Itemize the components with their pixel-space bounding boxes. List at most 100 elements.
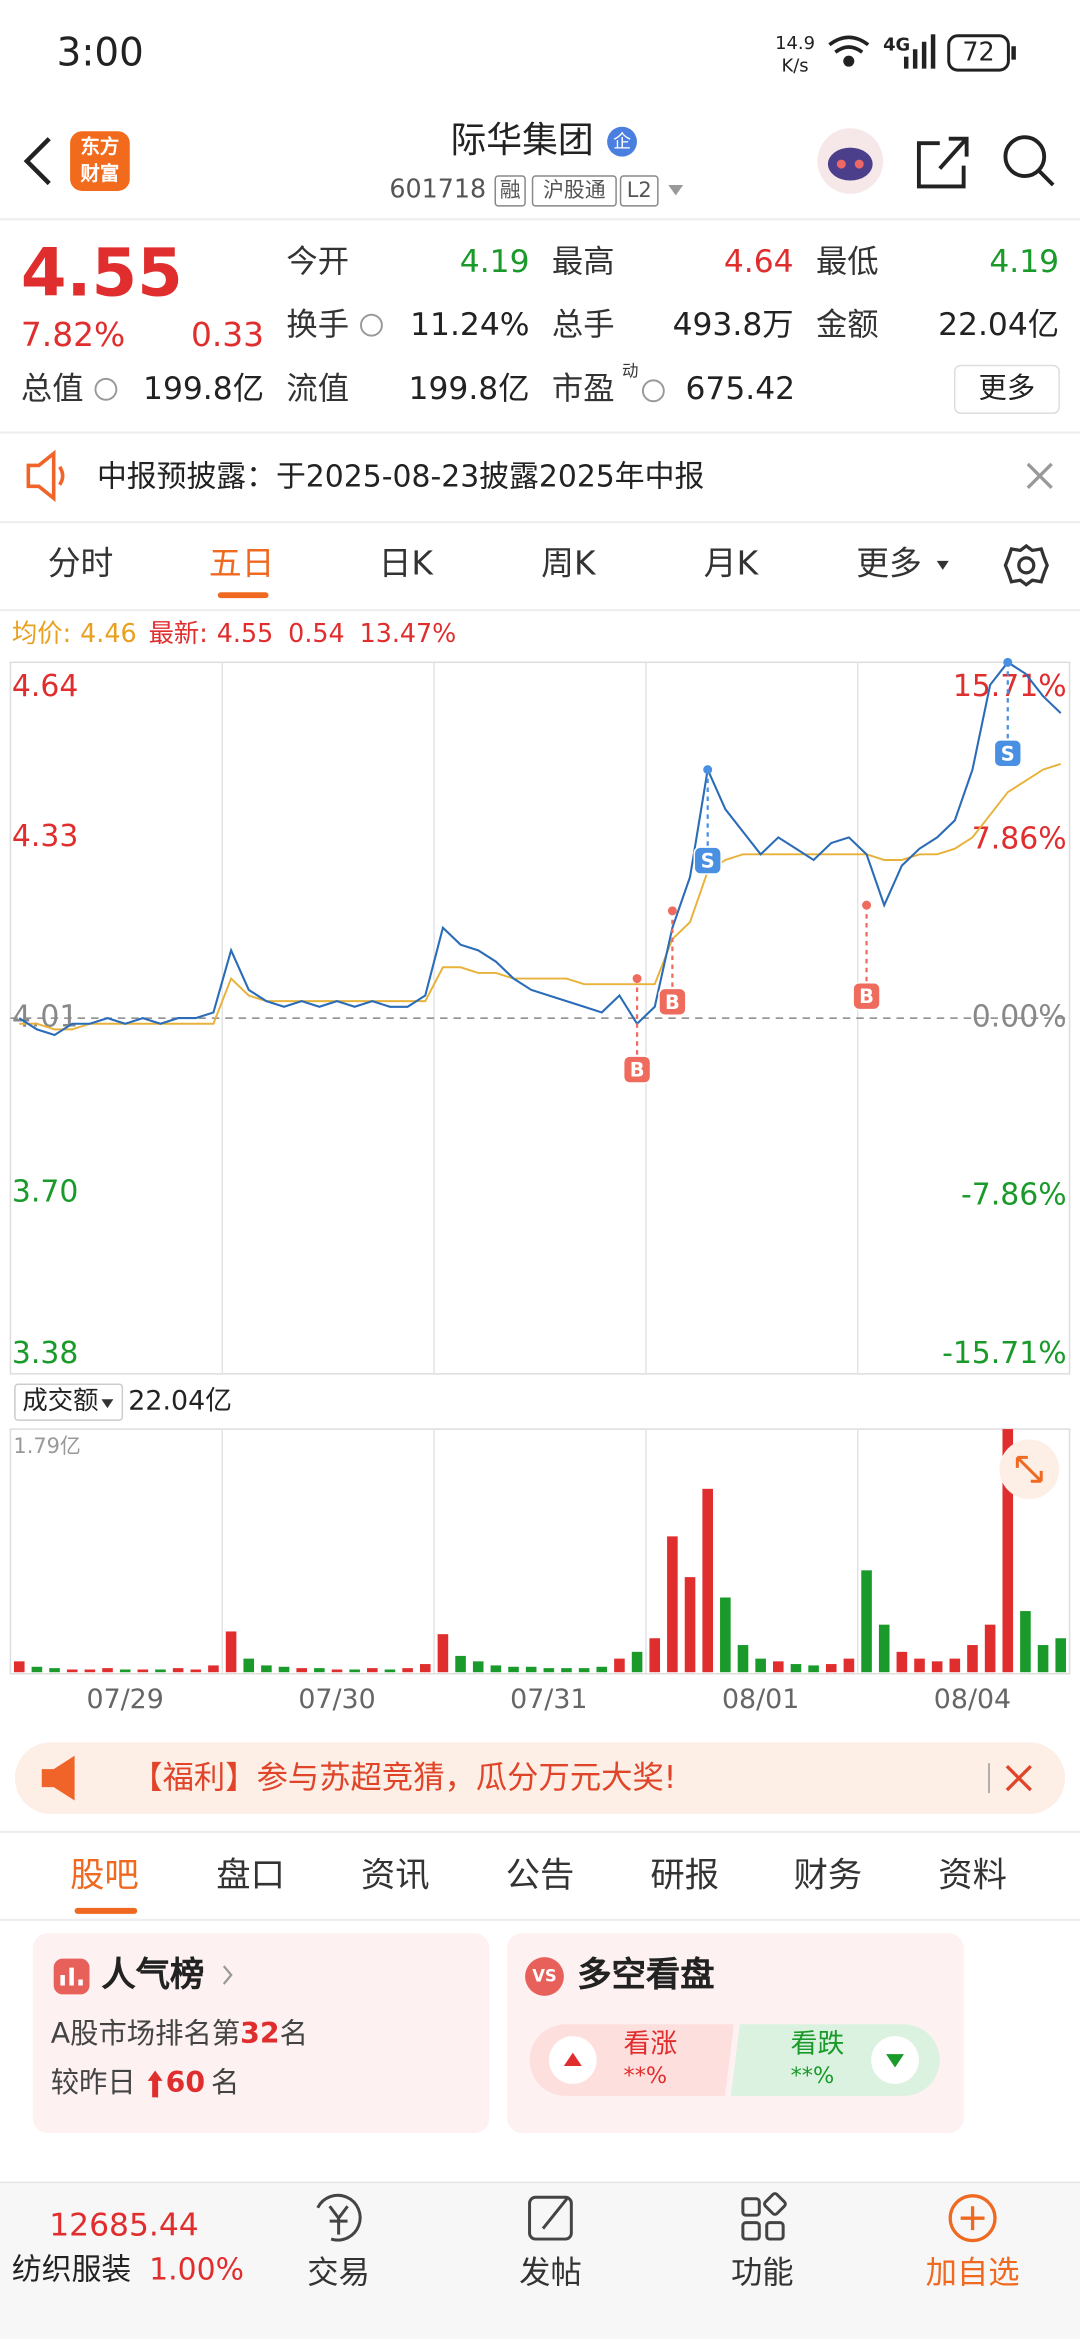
vs-text: VS [532, 1966, 557, 1987]
section-tab[interactable]: 研报 [650, 1856, 720, 1896]
settings-button[interactable] [1003, 543, 1049, 587]
volume-bar [931, 1661, 943, 1673]
popularity-card[interactable] [32, 1933, 490, 2134]
volume-bar [1002, 1429, 1014, 1673]
field-label: 最低 [815, 243, 879, 280]
expand-button[interactable] [999, 1439, 1060, 1500]
trade-label: B [665, 991, 680, 1014]
field-label: 市盈 [551, 370, 615, 407]
banner-close[interactable] [1005, 1765, 1032, 1792]
section-tab[interactable]: 股吧 [70, 1856, 139, 1896]
logo-text: 东方 [80, 136, 120, 159]
volume-bar [13, 1661, 25, 1673]
wifi-icon [828, 35, 870, 67]
back-button[interactable] [23, 137, 51, 186]
volume-bar [667, 1536, 678, 1673]
volume-bar [967, 1645, 978, 1673]
volume-bar [225, 1631, 237, 1673]
section-tab[interactable]: 资料 [938, 1856, 1007, 1896]
index-value[interactable]: 12685.44 [49, 2206, 199, 2243]
section-tab[interactable]: 资讯 [360, 1856, 430, 1896]
sector-name[interactable]: 纺织服装 [11, 2250, 132, 2287]
post-icon[interactable] [528, 2195, 573, 2241]
y-tick-label: 4.33 [12, 819, 78, 854]
field-value: 4.19 [989, 243, 1060, 280]
notice-close[interactable] [1026, 462, 1053, 489]
trade-tag [622, 1055, 652, 1084]
action-label[interactable]: 加自选 [925, 2254, 1020, 2291]
period-tab[interactable]: 分时 [47, 545, 114, 584]
section-tab[interactable]: 财务 [793, 1856, 863, 1896]
trade-label: B [630, 1059, 645, 1082]
volume-bar [596, 1666, 608, 1673]
more-button[interactable] [953, 364, 1060, 414]
trade-icon[interactable] [316, 2193, 362, 2242]
search-button[interactable] [1003, 135, 1055, 187]
volume-bar [137, 1669, 149, 1673]
trade-tag [693, 846, 722, 875]
text: 名 [279, 2017, 308, 2051]
field-value: 11.24% [410, 306, 530, 343]
avg-value: 4.46 [80, 619, 137, 650]
period-tab[interactable]: 周K [541, 545, 596, 584]
volume-bar [119, 1669, 131, 1673]
megaphone-icon [41, 1755, 75, 1801]
dropdown-icon[interactable] [668, 184, 684, 196]
stock-name: 际华集团 [450, 119, 594, 162]
more-label[interactable]: 更多 [978, 372, 1036, 405]
section-tab[interactable]: 公告 [505, 1856, 575, 1896]
volume-bar [102, 1668, 113, 1673]
field-value: 675.42 [685, 370, 796, 407]
volume-bar [508, 1666, 519, 1673]
latest-change: 0.54 [288, 619, 345, 650]
volume-arrow [101, 1399, 114, 1409]
volume-bar [367, 1668, 378, 1673]
avg-line [19, 763, 1062, 1031]
volume-bar [437, 1634, 449, 1673]
banner-text[interactable]: 【福利】参与苏超竞猜，瓜分万元大奖! [131, 1759, 677, 1796]
period-tab[interactable]: 日K [378, 545, 433, 584]
assistant-avatar[interactable] [817, 128, 884, 194]
card-title: 人气榜 [101, 1956, 205, 1996]
volume-bar [331, 1669, 343, 1673]
banner-bg[interactable] [14, 1742, 1066, 1814]
watchlist-icon[interactable] [948, 2194, 997, 2243]
field-label: 金额 [815, 306, 879, 343]
action-label[interactable]: 发帖 [519, 2254, 582, 2291]
rank-change-line: 较昨日 60 名 [51, 2069, 240, 2098]
rank-value: 32 [240, 2017, 280, 2051]
period-tab[interactable]: 五日 [208, 545, 275, 584]
battery-icon [947, 34, 1010, 72]
rank-line: A股市场排名第 32 名 [51, 2017, 308, 2051]
action-label[interactable]: 功能 [730, 2254, 794, 2291]
volume-bar [984, 1624, 996, 1673]
vs-icon [525, 1957, 564, 1996]
volume-bar [455, 1655, 466, 1673]
chart-summary: 均价: 4.46 最新: 4.55 0.54 13.47% [12, 619, 456, 650]
volume-bar [773, 1661, 784, 1673]
period-tab[interactable]: 更多 [856, 545, 922, 584]
volume-selector[interactable] [14, 1383, 124, 1421]
y-tick-label: 3.70 [12, 1175, 78, 1210]
bull-pct: **% [623, 2062, 668, 2090]
x-tick-label: 07/30 [298, 1684, 375, 1715]
field-sup: 动 [622, 361, 639, 382]
action-label[interactable]: 交易 [307, 2254, 370, 2291]
field-value: 199.8亿 [408, 370, 530, 407]
badge: 企 [613, 131, 632, 153]
info-icons[interactable] [94, 313, 665, 403]
volume-bar [914, 1658, 925, 1673]
volume-bar [296, 1668, 307, 1673]
sector-change[interactable]: 1.00% [149, 2250, 244, 2287]
y2-tick-label: 15.71% [953, 669, 1067, 704]
share-button[interactable] [916, 136, 969, 189]
market-tag: 沪股通 [542, 179, 606, 203]
function-icon[interactable] [741, 2192, 787, 2241]
bull-label: 看涨 [623, 2028, 678, 2061]
battery-tip [1011, 46, 1016, 60]
period-tab[interactable]: 月K [703, 545, 759, 584]
x-tick-label: 08/04 [934, 1684, 1011, 1715]
price-line [18, 660, 1062, 1037]
section-tab[interactable]: 盘口 [216, 1856, 285, 1896]
